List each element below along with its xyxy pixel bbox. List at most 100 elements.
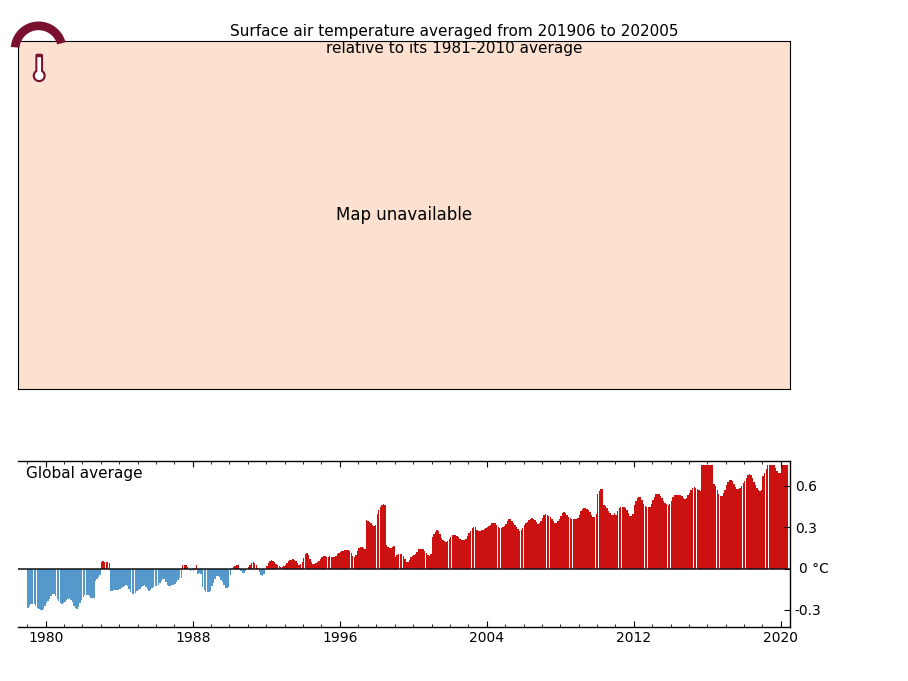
Bar: [314, 564, 315, 569]
Bar: [333, 557, 335, 569]
Bar: [476, 530, 478, 569]
Bar: [689, 493, 690, 569]
Bar: [582, 509, 583, 569]
Bar: [99, 569, 101, 575]
Bar: [439, 534, 440, 569]
Bar: [672, 497, 674, 569]
Bar: [687, 496, 689, 569]
FancyBboxPatch shape: [37, 57, 41, 78]
Bar: [114, 569, 116, 590]
Bar: [148, 569, 150, 590]
Bar: [511, 521, 513, 569]
Bar: [212, 569, 214, 583]
Bar: [123, 569, 125, 586]
Bar: [320, 559, 321, 569]
Bar: [735, 487, 736, 569]
Bar: [529, 518, 531, 569]
Bar: [83, 569, 84, 597]
Bar: [112, 569, 113, 591]
Bar: [658, 494, 660, 569]
Bar: [201, 569, 202, 574]
Bar: [583, 508, 585, 569]
Bar: [700, 492, 701, 569]
Bar: [292, 559, 294, 569]
Bar: [438, 531, 439, 569]
Bar: [78, 569, 79, 607]
Text: 0 °C: 0 °C: [799, 562, 829, 575]
Bar: [666, 505, 667, 569]
Bar: [337, 554, 338, 569]
Bar: [63, 569, 64, 603]
Bar: [225, 569, 226, 588]
Bar: [242, 569, 243, 573]
Bar: [554, 523, 556, 569]
Bar: [683, 498, 685, 569]
Bar: [719, 496, 721, 569]
Bar: [703, 465, 704, 569]
Bar: [427, 556, 429, 569]
Bar: [29, 569, 30, 606]
Bar: [525, 523, 527, 569]
Bar: [417, 552, 418, 569]
Bar: [600, 490, 601, 569]
Bar: [50, 569, 52, 597]
Bar: [96, 569, 98, 579]
Bar: [516, 527, 518, 569]
Bar: [422, 550, 424, 569]
Bar: [502, 527, 504, 569]
Bar: [596, 514, 597, 569]
Bar: [64, 569, 65, 602]
Bar: [35, 569, 36, 606]
Bar: [279, 566, 280, 569]
Bar: [499, 528, 500, 569]
Bar: [290, 560, 291, 569]
Bar: [181, 569, 182, 578]
Bar: [475, 527, 476, 569]
Bar: [80, 569, 81, 603]
Bar: [505, 524, 507, 569]
Bar: [764, 473, 765, 569]
Bar: [774, 465, 775, 569]
Bar: [70, 569, 72, 599]
Bar: [74, 569, 76, 608]
Bar: [323, 556, 324, 569]
Bar: [393, 545, 395, 569]
Bar: [69, 569, 70, 599]
Bar: [568, 517, 569, 569]
Bar: [480, 530, 482, 569]
Bar: [649, 507, 650, 569]
Bar: [179, 569, 181, 578]
Bar: [418, 550, 419, 569]
Bar: [92, 569, 94, 598]
Bar: [136, 569, 137, 591]
Bar: [544, 516, 545, 569]
Bar: [297, 563, 299, 569]
Bar: [603, 505, 605, 569]
Bar: [271, 560, 272, 569]
Bar: [286, 563, 288, 569]
Bar: [701, 465, 703, 569]
Bar: [344, 550, 346, 569]
Bar: [453, 535, 455, 569]
Bar: [698, 490, 699, 569]
Bar: [509, 520, 511, 569]
Bar: [56, 569, 58, 599]
Bar: [32, 569, 34, 604]
Bar: [487, 527, 489, 569]
Bar: [377, 513, 378, 569]
Bar: [531, 518, 533, 569]
Bar: [45, 569, 47, 603]
Bar: [419, 549, 420, 569]
Bar: [341, 552, 342, 569]
Bar: [580, 511, 582, 569]
Bar: [743, 484, 744, 569]
Bar: [665, 503, 666, 569]
Bar: [104, 562, 105, 569]
Bar: [513, 523, 514, 569]
Bar: [542, 518, 543, 569]
Bar: [528, 520, 529, 569]
Bar: [348, 550, 349, 569]
Bar: [663, 501, 665, 569]
Bar: [331, 556, 332, 569]
Bar: [732, 481, 734, 569]
